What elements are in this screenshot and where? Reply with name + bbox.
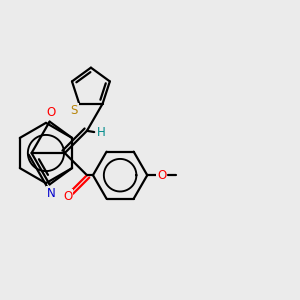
Text: N: N bbox=[47, 187, 56, 200]
Text: S: S bbox=[70, 104, 78, 117]
Text: H: H bbox=[97, 125, 106, 139]
Text: O: O bbox=[46, 106, 56, 119]
Text: O: O bbox=[63, 190, 72, 203]
Text: O: O bbox=[157, 169, 167, 182]
